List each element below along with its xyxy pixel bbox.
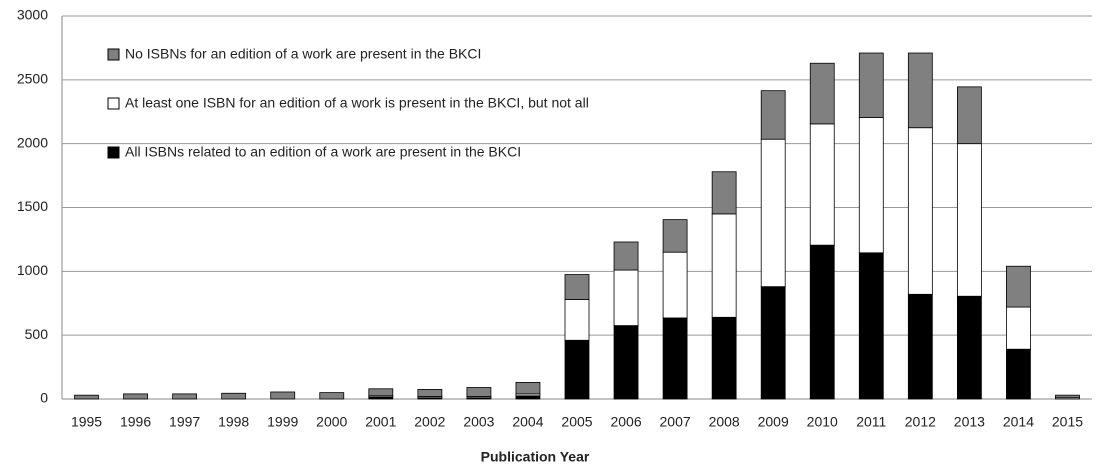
bar-segment <box>760 286 786 400</box>
x-tick-label: 1996 <box>120 414 151 430</box>
bar-segment <box>956 143 982 297</box>
x-tick-label: 1999 <box>267 414 298 430</box>
bar-segment <box>123 393 148 400</box>
legend-swatch <box>107 146 120 159</box>
y-tick-label: 2500 <box>17 71 48 87</box>
bar-segment <box>613 269 639 326</box>
bar-segment <box>760 90 786 140</box>
x-tick-label: 2014 <box>1003 414 1034 430</box>
x-tick-label: 2015 <box>1052 414 1083 430</box>
x-tick-label: 2011 <box>856 414 886 430</box>
bar-segment <box>1006 348 1031 400</box>
bar-segment <box>809 123 835 246</box>
bar-segment <box>564 274 590 300</box>
bar-segment <box>662 317 688 400</box>
y-tick-label: 1000 <box>17 262 48 278</box>
bar-segment <box>662 251 688 319</box>
y-tick-label: 3000 <box>17 7 48 23</box>
legend-label: At least one ISBN for an edition of a wo… <box>125 95 589 111</box>
legend-label: No ISBNs for an edition of a work are pr… <box>125 46 481 62</box>
bar-segment <box>417 389 443 397</box>
bar-segment <box>613 325 639 400</box>
legend-label: All ISBNs related to an edition of a wor… <box>125 144 521 160</box>
bar-segment <box>809 244 835 400</box>
x-tick-label: 2007 <box>660 414 691 430</box>
bar-segment <box>564 339 590 400</box>
legend-swatch <box>107 48 120 61</box>
x-tick-label: 2010 <box>807 414 838 430</box>
bar-segment <box>172 393 198 400</box>
y-tick-label: 0 <box>40 390 48 406</box>
bar-segment <box>711 213 737 318</box>
bar-segment <box>809 62 835 125</box>
bar-segment <box>564 299 590 341</box>
x-tick-label: 2004 <box>512 414 543 430</box>
bar-segment <box>662 219 688 253</box>
x-tick-label: 2013 <box>954 414 985 430</box>
bar-segment <box>907 293 933 400</box>
x-tick-label: 2006 <box>610 414 641 430</box>
x-tick-label: 2009 <box>758 414 789 430</box>
bar-segment <box>760 138 786 288</box>
x-tick-label: 2008 <box>709 414 740 430</box>
y-tick-label: 500 <box>25 326 49 342</box>
x-tick-label: 2003 <box>463 414 494 430</box>
bar-segment <box>711 316 737 400</box>
bar-segment <box>613 241 639 271</box>
x-tick-label: 1998 <box>218 414 249 430</box>
bar-segment <box>907 52 933 129</box>
bar-segment <box>858 52 884 118</box>
x-tick-label: 2002 <box>414 414 445 430</box>
bar-segment <box>270 391 296 400</box>
bar-segment <box>466 387 492 397</box>
x-tick-label: 2012 <box>905 414 936 430</box>
x-tick-label: 1997 <box>169 414 200 430</box>
bar-segment <box>368 388 394 397</box>
x-tick-label: 1995 <box>71 414 102 430</box>
y-tick-label: 1500 <box>17 198 48 214</box>
bar-segment <box>74 394 99 400</box>
bar-segment <box>515 382 541 395</box>
x-tick-label: 2005 <box>561 414 592 430</box>
bar-segment <box>907 127 933 295</box>
bar-segment <box>858 252 884 400</box>
bar-segment <box>956 295 982 400</box>
legend-swatch <box>107 97 120 110</box>
bar-segment <box>858 117 884 254</box>
bar-segment <box>1006 265 1031 308</box>
y-tick-label: 2000 <box>17 134 48 150</box>
bar-segment <box>1006 306 1031 350</box>
x-tick-label: 2000 <box>316 414 347 430</box>
bar-segment <box>319 392 345 400</box>
x-axis-label: Publication Year <box>481 449 590 465</box>
bar-segment <box>221 392 247 400</box>
bar-segment <box>711 171 737 215</box>
bar-segment <box>1055 394 1080 399</box>
bar-segment <box>515 395 541 400</box>
bar-segment <box>956 86 982 145</box>
x-tick-label: 2001 <box>365 414 396 430</box>
